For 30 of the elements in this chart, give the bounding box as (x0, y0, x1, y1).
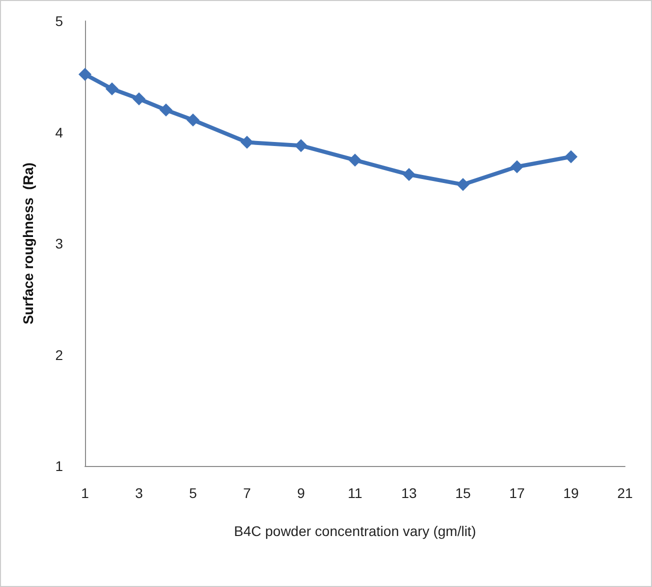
point (456, 178, 470, 192)
x-tick-label: 9 (297, 485, 306, 501)
y-tick-label: 2 (55, 346, 64, 363)
x-axis-title: B4C powder concentration vary (gm/lit) (234, 523, 476, 539)
x-tick-label: 5 (189, 485, 198, 501)
point (402, 168, 416, 182)
point (240, 136, 254, 149)
point (132, 92, 146, 106)
point (348, 154, 362, 167)
point (78, 68, 92, 81)
x-tick-label: 1 (81, 485, 90, 501)
point (294, 139, 308, 152)
x-tick-label: 3 (135, 485, 144, 501)
point (186, 114, 200, 127)
y-axis-title: Surface roughness (Ra) (20, 162, 36, 324)
point (564, 150, 578, 164)
x-tick-label: 11 (348, 485, 362, 501)
x-tick-label: 17 (509, 485, 525, 501)
x-tick-label: 21 (617, 485, 633, 501)
x-tick-label: 19 (563, 485, 579, 501)
y-tick-label: 3 (55, 236, 64, 252)
point (510, 160, 524, 174)
y-tick-label: 1 (55, 458, 64, 474)
x-tick-label: 13 (401, 485, 417, 501)
x-tick-label: 7 (243, 485, 252, 501)
point (106, 82, 118, 96)
x-tick-label: 15 (455, 485, 471, 501)
point (160, 104, 172, 116)
y-tick-label: 5 (55, 13, 64, 29)
y-tick-label: 4 (55, 124, 64, 140)
